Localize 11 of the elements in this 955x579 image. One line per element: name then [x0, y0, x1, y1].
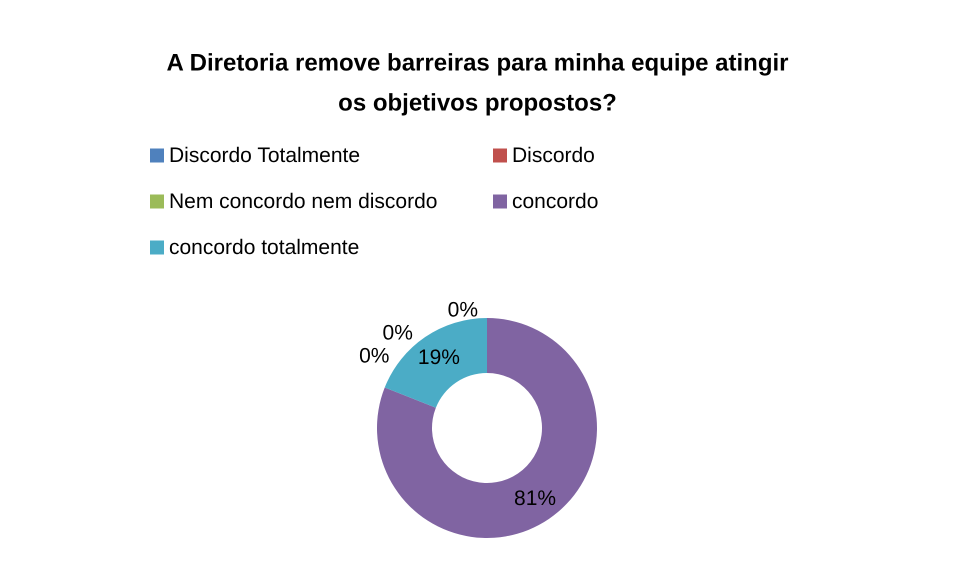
legend-label: concordo totalmente — [169, 236, 360, 259]
text: 0% — [359, 344, 390, 368]
text: 0% — [448, 298, 478, 322]
legend-label: concordo — [512, 190, 598, 213]
data-label: 81% — [514, 487, 556, 510]
legend-label: Discordo — [512, 144, 595, 167]
text: 0% — [382, 322, 413, 344]
data-label: 19% — [418, 346, 460, 369]
legend-label: Nem concordo nem discordo — [169, 190, 438, 213]
chart-title: A Diretoria remove barreiras para minha equipe atingir os objetivos propostos? — [166, 50, 788, 116]
legend-label: Discordo Totalmente — [169, 144, 360, 167]
